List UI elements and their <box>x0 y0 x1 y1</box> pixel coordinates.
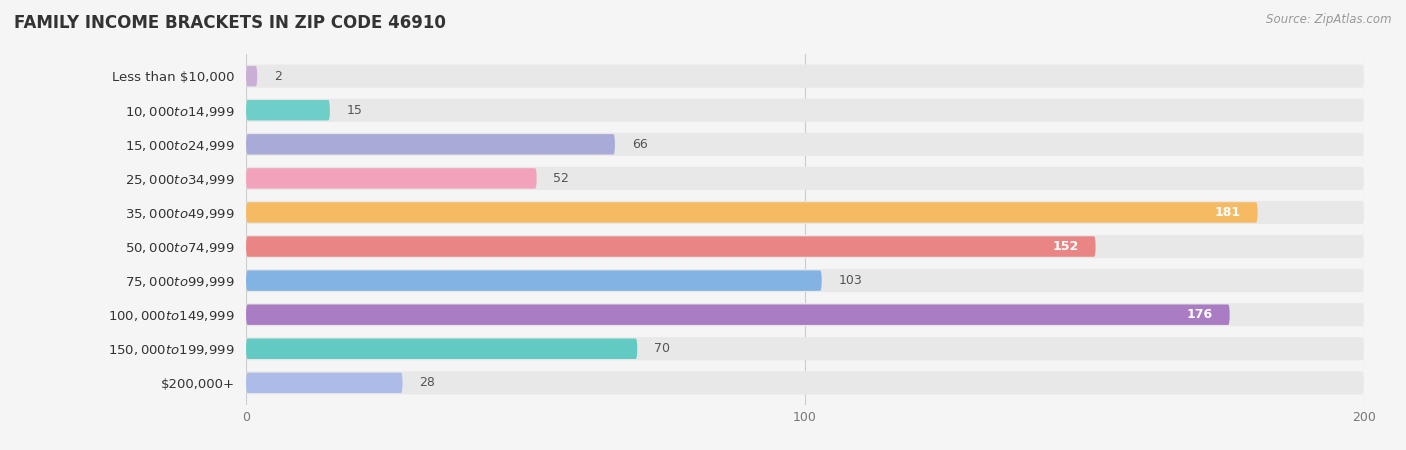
FancyBboxPatch shape <box>246 236 1095 257</box>
FancyBboxPatch shape <box>246 202 1257 223</box>
FancyBboxPatch shape <box>246 64 1364 88</box>
FancyBboxPatch shape <box>246 167 1364 190</box>
FancyBboxPatch shape <box>246 168 537 189</box>
FancyBboxPatch shape <box>246 269 1364 292</box>
FancyBboxPatch shape <box>246 373 402 393</box>
FancyBboxPatch shape <box>246 303 1364 326</box>
FancyBboxPatch shape <box>246 100 330 121</box>
FancyBboxPatch shape <box>246 235 1364 258</box>
FancyBboxPatch shape <box>246 133 1364 156</box>
FancyBboxPatch shape <box>246 337 1364 360</box>
FancyBboxPatch shape <box>246 66 257 86</box>
FancyBboxPatch shape <box>246 134 614 154</box>
Text: FAMILY INCOME BRACKETS IN ZIP CODE 46910: FAMILY INCOME BRACKETS IN ZIP CODE 46910 <box>14 14 446 32</box>
FancyBboxPatch shape <box>246 338 637 359</box>
Text: 103: 103 <box>838 274 862 287</box>
Text: 52: 52 <box>554 172 569 185</box>
Text: 2: 2 <box>274 70 281 83</box>
FancyBboxPatch shape <box>246 371 1364 395</box>
Text: 176: 176 <box>1187 308 1213 321</box>
FancyBboxPatch shape <box>246 99 1364 122</box>
Text: 70: 70 <box>654 342 671 355</box>
Text: 28: 28 <box>419 376 436 389</box>
FancyBboxPatch shape <box>246 270 821 291</box>
FancyBboxPatch shape <box>246 305 1230 325</box>
Text: Source: ZipAtlas.com: Source: ZipAtlas.com <box>1267 14 1392 27</box>
Text: 181: 181 <box>1215 206 1241 219</box>
Text: 152: 152 <box>1053 240 1078 253</box>
Text: 15: 15 <box>347 104 363 117</box>
FancyBboxPatch shape <box>246 201 1364 224</box>
Text: 66: 66 <box>631 138 647 151</box>
